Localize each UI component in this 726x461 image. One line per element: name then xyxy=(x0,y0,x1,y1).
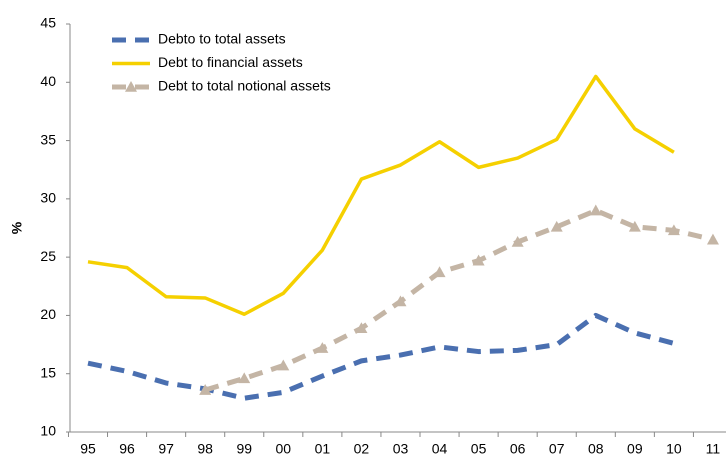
point-marker xyxy=(316,342,329,353)
x-tick-label: 08 xyxy=(588,441,604,457)
point-marker xyxy=(550,220,563,232)
y-tick-label: 15 xyxy=(40,364,56,380)
x-tick-label: 98 xyxy=(197,441,213,457)
x-tick-label: 99 xyxy=(236,441,252,457)
y-axis-label: % xyxy=(9,221,25,234)
point-marker xyxy=(589,204,602,216)
x-tick-label: 00 xyxy=(276,441,292,457)
series-line xyxy=(87,312,675,401)
x-tick-label: 95 xyxy=(80,441,96,457)
y-tick-label: 35 xyxy=(40,131,56,147)
legend-label: Debt to financial assets xyxy=(158,54,303,70)
x-tick-label: 10 xyxy=(666,441,682,457)
point-marker xyxy=(628,220,641,232)
legend-label: Debt to total notional assets xyxy=(158,78,331,94)
x-tick-label: 02 xyxy=(354,441,370,457)
legend-marker xyxy=(125,81,137,92)
point-marker xyxy=(394,295,407,307)
y-tick-label: 30 xyxy=(40,190,56,206)
y-tick-label: 45 xyxy=(40,15,56,31)
point-marker xyxy=(667,224,680,236)
point-marker xyxy=(355,322,368,334)
x-tick-label: 07 xyxy=(549,441,565,457)
point-marker xyxy=(472,254,485,266)
x-tick-label: 97 xyxy=(158,441,174,457)
point-marker xyxy=(199,384,212,395)
point-marker xyxy=(433,266,446,278)
y-tick-label: 20 xyxy=(40,306,56,322)
x-tick-label: 11 xyxy=(706,441,721,457)
x-tick-label: 96 xyxy=(119,441,135,457)
series-line xyxy=(87,74,675,317)
series-line xyxy=(204,208,714,393)
y-tick-label: 10 xyxy=(40,423,56,439)
x-tick-label: 01 xyxy=(315,441,331,457)
x-tick-label: 03 xyxy=(393,441,409,457)
x-tick-label: 09 xyxy=(627,441,643,457)
x-tick-label: 06 xyxy=(510,441,526,457)
point-marker xyxy=(706,233,719,245)
x-tick-label: 05 xyxy=(471,441,487,457)
point-marker xyxy=(277,359,290,371)
legend-label: Debto to total assets xyxy=(158,31,286,47)
x-tick-label: 04 xyxy=(432,441,448,457)
point-marker xyxy=(511,235,524,247)
y-tick-label: 40 xyxy=(40,73,56,89)
y-tick-label: 25 xyxy=(40,248,56,264)
point-marker xyxy=(238,372,251,384)
